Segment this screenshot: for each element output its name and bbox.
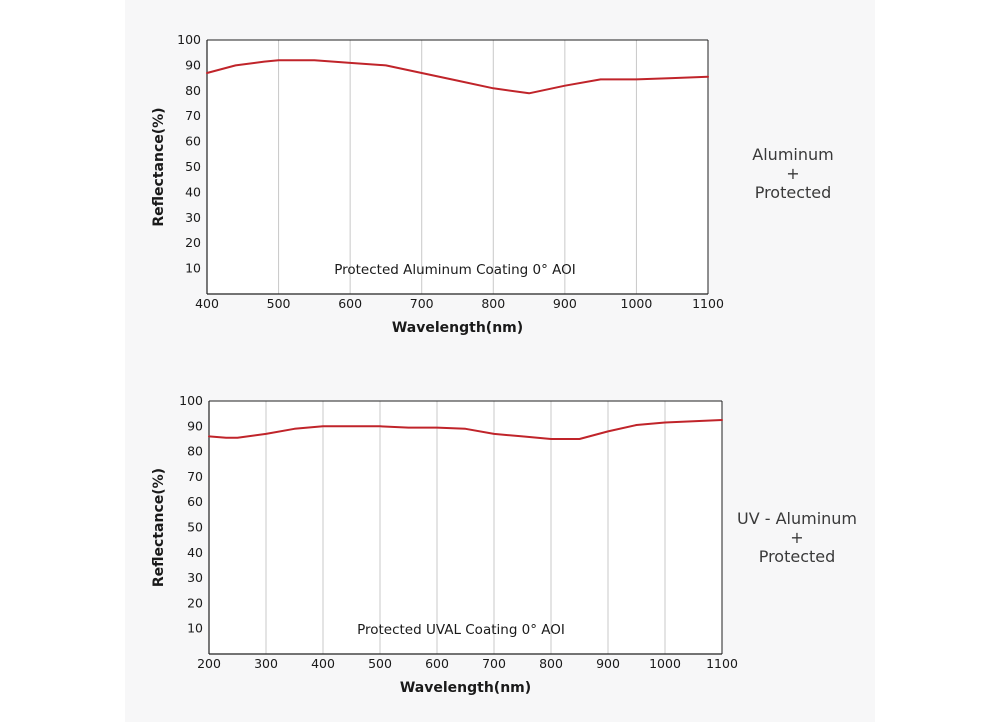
x-tick-label: 900	[553, 296, 577, 311]
x-tick-label: 700	[482, 656, 506, 671]
y-tick-label: 90	[187, 418, 203, 433]
x-tick-label: 700	[410, 296, 434, 311]
x-tick-label: 1000	[649, 656, 681, 671]
y-tick-label: 30	[185, 210, 201, 225]
side-label-line: Aluminum	[752, 145, 834, 164]
x-axis-label: Wavelength(nm)	[400, 680, 531, 696]
side-label-line: +	[786, 164, 800, 183]
series-line	[208, 419, 723, 440]
x-tick-label: 1100	[692, 296, 724, 311]
side-label-line: Protected	[754, 183, 832, 202]
x-tick-label: 400	[195, 296, 219, 311]
chart-title: Protected UVAL Coating 0° AOI	[357, 622, 565, 638]
y-tick-label: 80	[185, 83, 201, 98]
x-tick-label: 1100	[706, 656, 738, 671]
y-tick-label: 90	[185, 57, 201, 72]
x-axis-label: Wavelength(nm)	[392, 320, 523, 336]
series-line	[206, 59, 709, 95]
y-tick-label: 10	[187, 621, 203, 636]
x-tick-label: 800	[539, 656, 563, 671]
y-tick-label: 30	[187, 570, 203, 585]
x-tick-label: 600	[338, 296, 362, 311]
y-tick-label: 60	[185, 134, 201, 149]
x-tick-label: 500	[267, 296, 291, 311]
plot-area	[207, 40, 708, 294]
x-tick-label: 600	[425, 656, 449, 671]
y-axis-label: Reflectance(%)	[151, 468, 167, 587]
x-tick-label: 300	[254, 656, 278, 671]
y-tick-label: 40	[187, 545, 203, 560]
y-tick-label: 70	[187, 469, 203, 484]
side-label-aluminum-protected: Aluminum + Protected	[733, 145, 853, 202]
y-tick-label: 40	[185, 184, 201, 199]
x-tick-label: 500	[368, 656, 392, 671]
x-tick-label: 200	[197, 656, 221, 671]
y-tick-label: 20	[187, 595, 203, 610]
y-tick-label: 100	[177, 32, 201, 47]
side-label-line: +	[790, 528, 804, 547]
side-label-uv-aluminum-protected: UV - Aluminum + Protected	[727, 509, 867, 566]
chart-title: Protected Aluminum Coating 0° AOI	[334, 262, 576, 278]
plot-area	[209, 401, 722, 654]
x-tick-label: 800	[481, 296, 505, 311]
side-label-line: Protected	[758, 547, 836, 566]
y-axis-label: Reflectance(%)	[151, 107, 167, 226]
x-tick-label: 400	[311, 656, 335, 671]
y-tick-label: 10	[185, 261, 201, 276]
y-tick-label: 20	[185, 235, 201, 250]
y-tick-label: 70	[185, 108, 201, 123]
side-label-line: UV - Aluminum	[736, 509, 858, 528]
y-tick-label: 80	[187, 444, 203, 459]
y-tick-label: 50	[187, 520, 203, 535]
y-tick-label: 100	[179, 393, 203, 408]
x-tick-label: 1000	[621, 296, 653, 311]
y-tick-label: 50	[185, 159, 201, 174]
x-tick-label: 900	[596, 656, 620, 671]
y-tick-label: 60	[187, 494, 203, 509]
